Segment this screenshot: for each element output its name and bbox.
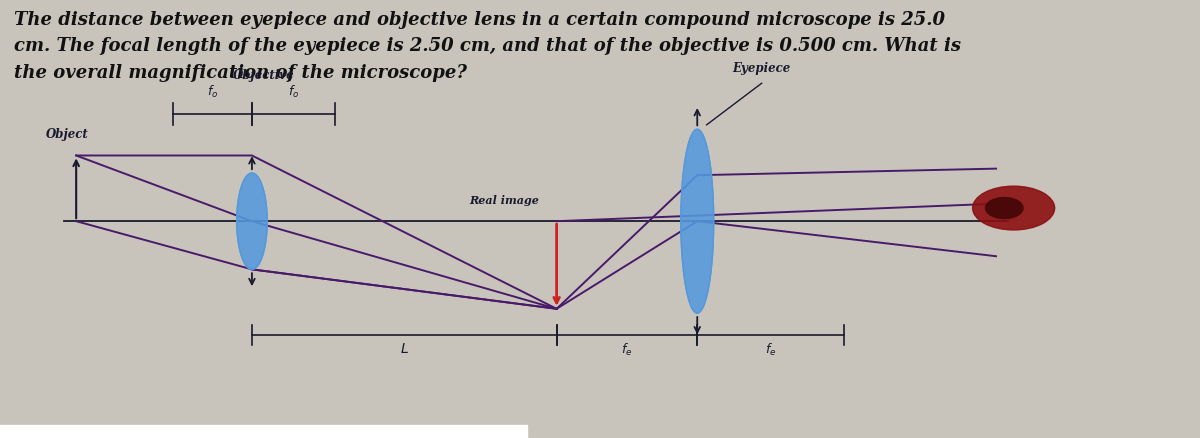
Text: $f_e$: $f_e$ xyxy=(622,342,632,357)
Ellipse shape xyxy=(973,186,1055,230)
Text: The distance between eyepiece and objective lens in a certain compound microscop: The distance between eyepiece and object… xyxy=(14,11,961,82)
Polygon shape xyxy=(236,173,268,269)
Text: $f_o$: $f_o$ xyxy=(208,85,218,100)
Text: Eyepiece: Eyepiece xyxy=(732,62,791,75)
Text: Object: Object xyxy=(46,128,88,141)
Ellipse shape xyxy=(985,198,1024,219)
Polygon shape xyxy=(680,129,714,313)
Text: Objective: Objective xyxy=(233,69,294,82)
Text: $L$: $L$ xyxy=(400,343,409,357)
Text: Real image: Real image xyxy=(469,194,539,206)
Text: $f_e$: $f_e$ xyxy=(764,342,776,357)
Text: $f_o$: $f_o$ xyxy=(288,85,299,100)
